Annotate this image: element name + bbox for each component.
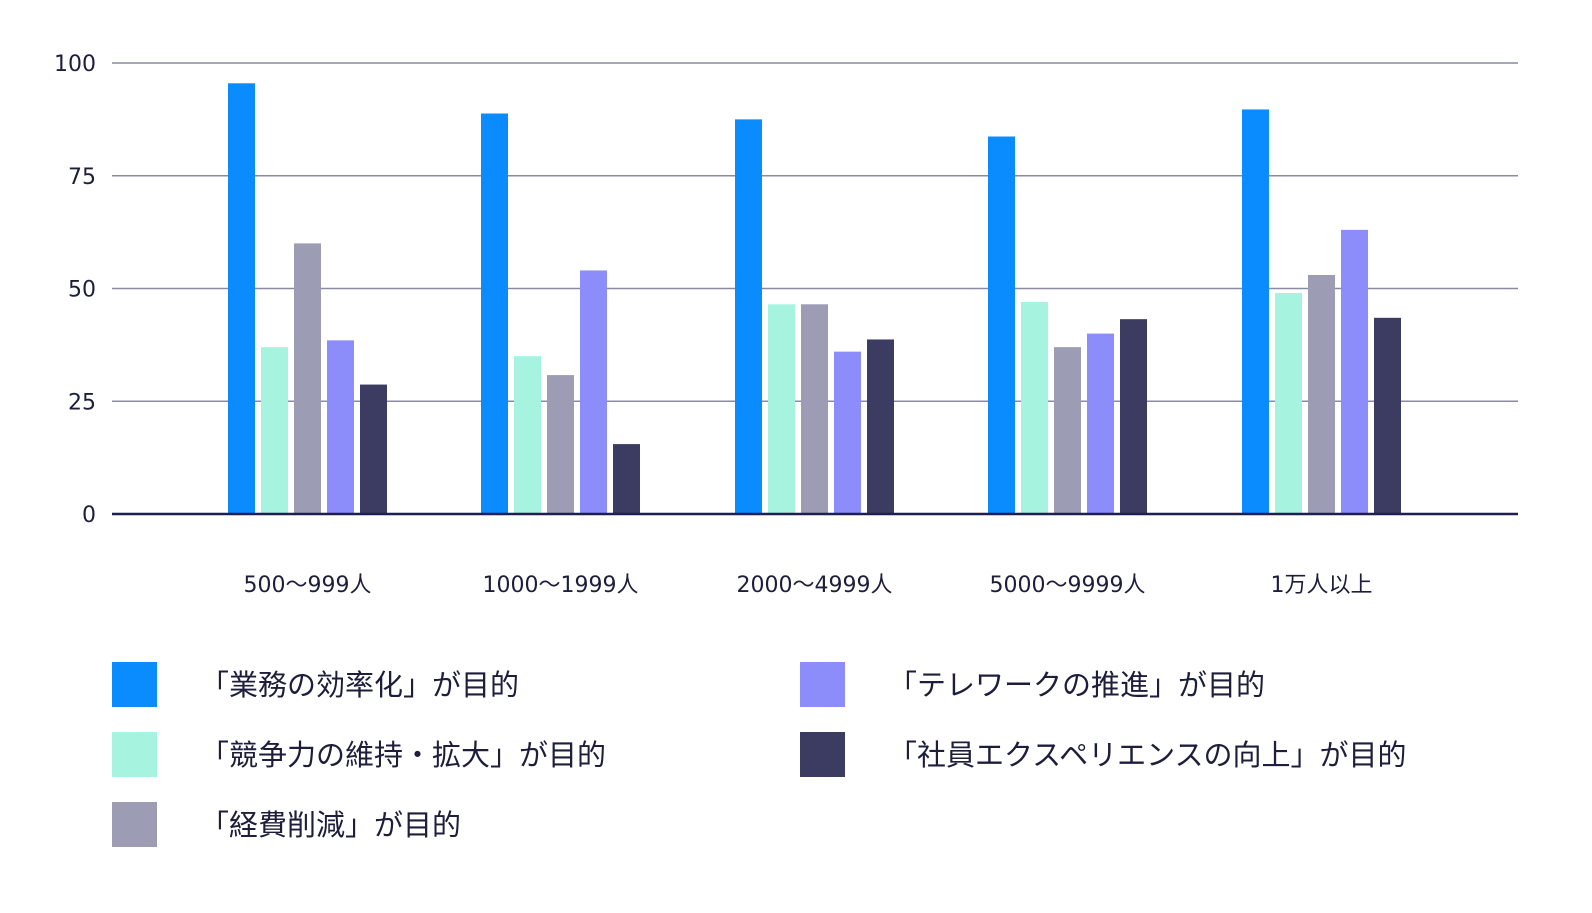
x-tick-label: 1万人以上: [1271, 573, 1373, 598]
bar: [801, 304, 828, 514]
bar: [1308, 274, 1335, 514]
y-tick-label: 75: [68, 165, 96, 190]
legend-item: 「経費削減」が目的: [112, 802, 461, 847]
y-tick-label: 50: [68, 278, 96, 303]
bar: [1054, 347, 1081, 514]
bar: [867, 339, 894, 514]
y-tick-label: 100: [54, 52, 96, 77]
legend-label: 「競争力の維持・拡大」が目的: [200, 738, 606, 772]
legend-swatch: [112, 732, 157, 777]
bar: [360, 384, 387, 514]
x-tick-label: 2000〜4999人: [737, 573, 893, 598]
legend-swatch: [800, 662, 845, 707]
bars: [228, 83, 1401, 515]
bar: [481, 113, 508, 515]
bar: [1341, 229, 1368, 514]
bar: [1087, 333, 1114, 514]
x-tick-label: 1000〜1999人: [483, 573, 639, 598]
legend-item: 「競争力の維持・拡大」が目的: [112, 732, 606, 777]
bar: [613, 444, 640, 514]
bar: [261, 347, 288, 514]
y-tick-label: 25: [68, 390, 96, 415]
bar: [1275, 293, 1302, 514]
bar: [768, 304, 795, 514]
legend-item: 「テレワークの推進」が目的: [800, 662, 1265, 707]
legend-item: 「業務の効率化」が目的: [112, 662, 519, 707]
bar: [1120, 319, 1147, 514]
legend-label: 「経費削減」が目的: [200, 808, 461, 842]
bar: [834, 351, 861, 514]
legend-item: 「社員エクスペリエンスの向上」が目的: [800, 732, 1407, 777]
bar: [1242, 109, 1269, 514]
x-tick-label: 500〜999人: [244, 573, 372, 598]
bar: [735, 119, 762, 514]
bar: [580, 270, 607, 514]
legend: 「業務の効率化」が目的「競争力の維持・拡大」が目的「経費削減」が目的 「テレワーク…: [112, 662, 1407, 847]
x-tick-label: 5000〜9999人: [990, 573, 1146, 598]
bar: [547, 375, 574, 514]
bar: [988, 136, 1015, 514]
bar: [294, 243, 321, 514]
legend-label: 「社員エクスペリエンスの向上」が目的: [888, 738, 1407, 772]
y-tick-label: 0: [82, 503, 96, 528]
legend-swatch: [112, 802, 157, 847]
legend-swatch: [800, 732, 845, 777]
bar: [1374, 317, 1401, 514]
x-axis-category-labels: 500〜999人 1000〜1999人 2000〜4999人 5000〜9999人 1万…: [244, 573, 1373, 598]
bar: [228, 83, 255, 515]
legend-label: 「テレワークの推進」が目的: [888, 668, 1265, 702]
bar: [1021, 302, 1048, 514]
legend-swatch: [112, 662, 157, 707]
bar: [327, 340, 354, 514]
legend-label: 「業務の効率化」が目的: [200, 668, 519, 702]
bar: [514, 356, 541, 514]
y-axis-tick-labels: 0 25 50 75 100: [54, 52, 96, 528]
